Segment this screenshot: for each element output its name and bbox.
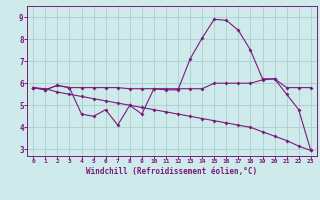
X-axis label: Windchill (Refroidissement éolien,°C): Windchill (Refroidissement éolien,°C) — [86, 167, 258, 176]
